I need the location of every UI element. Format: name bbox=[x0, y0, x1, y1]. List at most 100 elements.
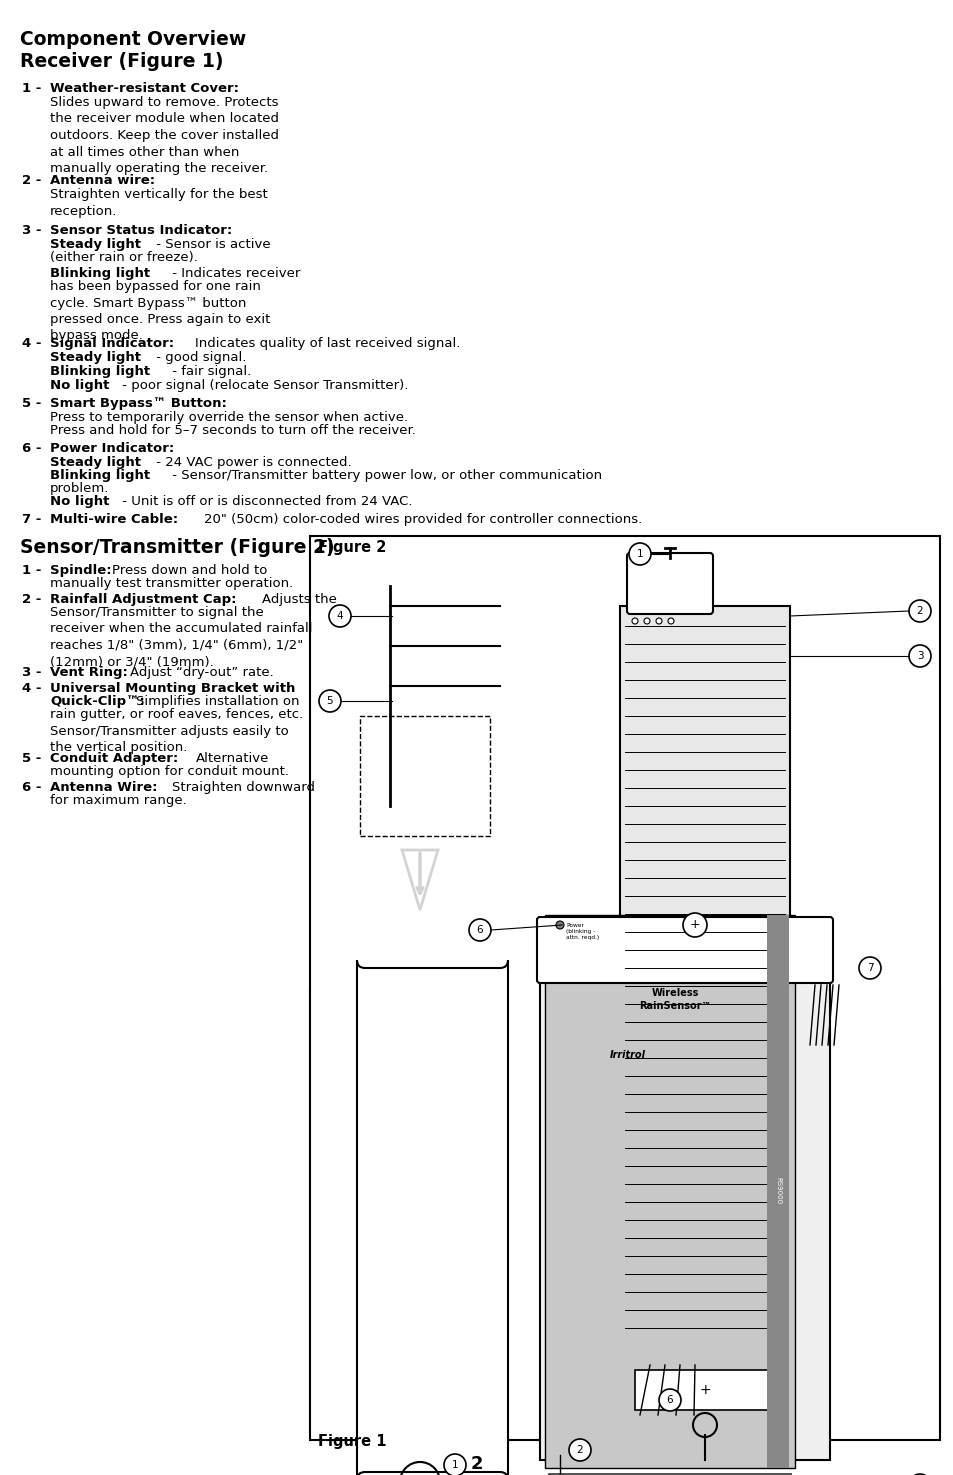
Text: 4 -: 4 - bbox=[22, 336, 42, 350]
Text: 2 -: 2 - bbox=[22, 174, 41, 187]
Text: Figure 2: Figure 2 bbox=[317, 540, 386, 555]
Text: 3 -: 3 - bbox=[22, 667, 42, 678]
Text: 6: 6 bbox=[476, 925, 483, 935]
Circle shape bbox=[858, 957, 880, 979]
Text: 1: 1 bbox=[451, 1460, 457, 1471]
Text: 3 -: 3 - bbox=[22, 224, 42, 237]
Text: 3: 3 bbox=[916, 650, 923, 661]
Text: Power
(blinking -
attn. reqd.): Power (blinking - attn. reqd.) bbox=[565, 923, 598, 940]
Text: mounting option for conduit mount.: mounting option for conduit mount. bbox=[50, 766, 289, 777]
Text: Smart Bypass™ Button:: Smart Bypass™ Button: bbox=[50, 397, 227, 410]
Bar bbox=[539, 971, 829, 1460]
Text: 2 -: 2 - bbox=[22, 593, 41, 606]
Text: Blinking light: Blinking light bbox=[50, 364, 150, 378]
Bar bbox=[359, 715, 490, 836]
Text: Antenna Wire:: Antenna Wire: bbox=[50, 780, 157, 794]
Text: for maximum range.: for maximum range. bbox=[50, 794, 187, 807]
Text: Multi-wire Cable:: Multi-wire Cable: bbox=[50, 513, 178, 527]
Text: problem.: problem. bbox=[50, 482, 110, 496]
Circle shape bbox=[568, 1440, 590, 1462]
Text: Power Indicator:: Power Indicator: bbox=[50, 442, 174, 454]
Text: Steady light: Steady light bbox=[50, 237, 141, 251]
Text: 5 -: 5 - bbox=[22, 397, 41, 410]
Text: Blinking light: Blinking light bbox=[50, 469, 150, 482]
Text: Straighten vertically for the best
reception.: Straighten vertically for the best recep… bbox=[50, 187, 268, 217]
Text: Steady light: Steady light bbox=[50, 351, 141, 364]
Text: Weather-resistant Cover:: Weather-resistant Cover: bbox=[50, 83, 239, 94]
Text: Conduit Adapter:: Conduit Adapter: bbox=[50, 752, 178, 766]
Circle shape bbox=[628, 543, 650, 565]
Text: Antenna wire:: Antenna wire: bbox=[50, 174, 155, 187]
Text: Sensor Status Indicator:: Sensor Status Indicator: bbox=[50, 224, 232, 237]
Text: rain gutter, or roof eaves, fences, etc.
Sensor/Transmitter adjusts easily to
th: rain gutter, or roof eaves, fences, etc.… bbox=[50, 708, 303, 754]
Text: Figure 1: Figure 1 bbox=[317, 1434, 386, 1448]
Text: Component Overview: Component Overview bbox=[20, 30, 246, 49]
Circle shape bbox=[631, 618, 638, 624]
Text: 2: 2 bbox=[576, 1446, 582, 1454]
Circle shape bbox=[556, 920, 563, 929]
Text: Adjusts the: Adjusts the bbox=[262, 593, 336, 606]
Text: Steady light: Steady light bbox=[50, 456, 141, 469]
Bar bbox=[766, 914, 788, 1468]
Text: Straighten downward: Straighten downward bbox=[172, 780, 314, 794]
Text: 1 -: 1 - bbox=[22, 83, 41, 94]
Circle shape bbox=[682, 913, 706, 937]
Text: - poor signal (relocate Sensor Transmitter).: - poor signal (relocate Sensor Transmitt… bbox=[118, 379, 408, 392]
Circle shape bbox=[443, 1454, 465, 1475]
Text: Vent Ring:: Vent Ring: bbox=[50, 667, 128, 678]
Text: +: + bbox=[689, 919, 700, 932]
FancyBboxPatch shape bbox=[537, 917, 832, 982]
Text: 4: 4 bbox=[336, 611, 343, 621]
Text: Press to temporarily override the sensor when active.: Press to temporarily override the sensor… bbox=[50, 412, 408, 423]
Text: Rainfall Adjustment Cap:: Rainfall Adjustment Cap: bbox=[50, 593, 236, 606]
Text: has been bypassed for one rain
cycle. Smart Bypass™ button
pressed once. Press a: has been bypassed for one rain cycle. Sm… bbox=[50, 280, 270, 342]
FancyBboxPatch shape bbox=[626, 553, 712, 614]
Circle shape bbox=[329, 605, 351, 627]
Bar bbox=[619, 606, 789, 1360]
Text: 4 -: 4 - bbox=[22, 681, 42, 695]
Text: Spindle:: Spindle: bbox=[50, 563, 112, 577]
Text: 20" (50cm) color-coded wires provided for controller connections.: 20" (50cm) color-coded wires provided fo… bbox=[204, 513, 641, 527]
Text: No light: No light bbox=[50, 379, 110, 392]
Text: RS9000: RS9000 bbox=[774, 1177, 781, 1205]
Text: Press and hold for 5–7 seconds to turn off the receiver.: Press and hold for 5–7 seconds to turn o… bbox=[50, 423, 416, 437]
Text: Wireless
RainSensor™: Wireless RainSensor™ bbox=[639, 988, 710, 1012]
Text: Slides upward to remove. Protects
the receiver module when located
outdoors. Kee: Slides upward to remove. Protects the re… bbox=[50, 96, 278, 176]
Text: 2: 2 bbox=[470, 1454, 483, 1474]
Text: - 24 VAC power is connected.: - 24 VAC power is connected. bbox=[152, 456, 352, 469]
Text: - Sensor/Transmitter battery power low, or other communication: - Sensor/Transmitter battery power low, … bbox=[168, 469, 601, 482]
Text: - Sensor is active: - Sensor is active bbox=[152, 237, 271, 251]
Text: Sensor/Transmitter (Figure 2): Sensor/Transmitter (Figure 2) bbox=[20, 538, 335, 558]
Circle shape bbox=[667, 618, 673, 624]
Text: 6 -: 6 - bbox=[22, 780, 42, 794]
Text: No light: No light bbox=[50, 496, 110, 507]
Bar bbox=[544, 914, 794, 1468]
Text: - fair signal.: - fair signal. bbox=[168, 364, 251, 378]
Text: 5: 5 bbox=[326, 696, 333, 707]
Text: Sensor/Transmitter to signal the
receiver when the accumulated rainfall
reaches : Sensor/Transmitter to signal the receive… bbox=[50, 606, 313, 668]
Circle shape bbox=[656, 618, 661, 624]
Text: Irritrol: Irritrol bbox=[609, 1050, 645, 1061]
Bar bbox=[310, 535, 939, 1440]
Text: - Indicates receiver: - Indicates receiver bbox=[168, 267, 300, 280]
Text: (either rain or freeze).: (either rain or freeze). bbox=[50, 251, 197, 264]
Text: 7 -: 7 - bbox=[22, 513, 41, 527]
Text: 5 -: 5 - bbox=[22, 752, 41, 766]
Circle shape bbox=[908, 600, 930, 622]
FancyBboxPatch shape bbox=[356, 960, 507, 1475]
Text: manually test transmitter operation.: manually test transmitter operation. bbox=[50, 577, 293, 590]
Circle shape bbox=[318, 690, 340, 712]
Circle shape bbox=[908, 645, 930, 667]
Text: 7: 7 bbox=[865, 963, 872, 974]
Text: Universal Mounting Bracket with: Universal Mounting Bracket with bbox=[50, 681, 295, 695]
Text: Adjust “dry-out” rate.: Adjust “dry-out” rate. bbox=[130, 667, 274, 678]
Text: Simplifies installation on: Simplifies installation on bbox=[136, 695, 299, 708]
Bar bbox=[635, 1370, 774, 1410]
Text: Receiver (Figure 1): Receiver (Figure 1) bbox=[20, 52, 223, 71]
Text: - good signal.: - good signal. bbox=[152, 351, 246, 364]
Text: Alternative: Alternative bbox=[195, 752, 269, 766]
Text: 2: 2 bbox=[916, 606, 923, 617]
Text: 1 -: 1 - bbox=[22, 563, 41, 577]
Bar bbox=[310, 990, 939, 1429]
Text: Press down and hold to: Press down and hold to bbox=[112, 563, 267, 577]
